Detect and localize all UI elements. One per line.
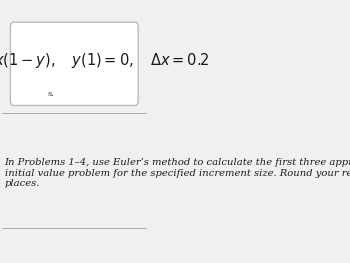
FancyBboxPatch shape (10, 22, 138, 105)
Text: In Problems 1–4, use Euler’s method to calculate the first three approximations : In Problems 1–4, use Euler’s method to c… (5, 158, 350, 188)
Text: s.: s. (48, 90, 55, 98)
Text: 1.  $y^{\prime} = x(1 - y), \quad y(1) = 0, \quad \Delta x = 0.2$: 1. $y^{\prime} = x(1 - y), \quad y(1) = … (0, 52, 210, 71)
